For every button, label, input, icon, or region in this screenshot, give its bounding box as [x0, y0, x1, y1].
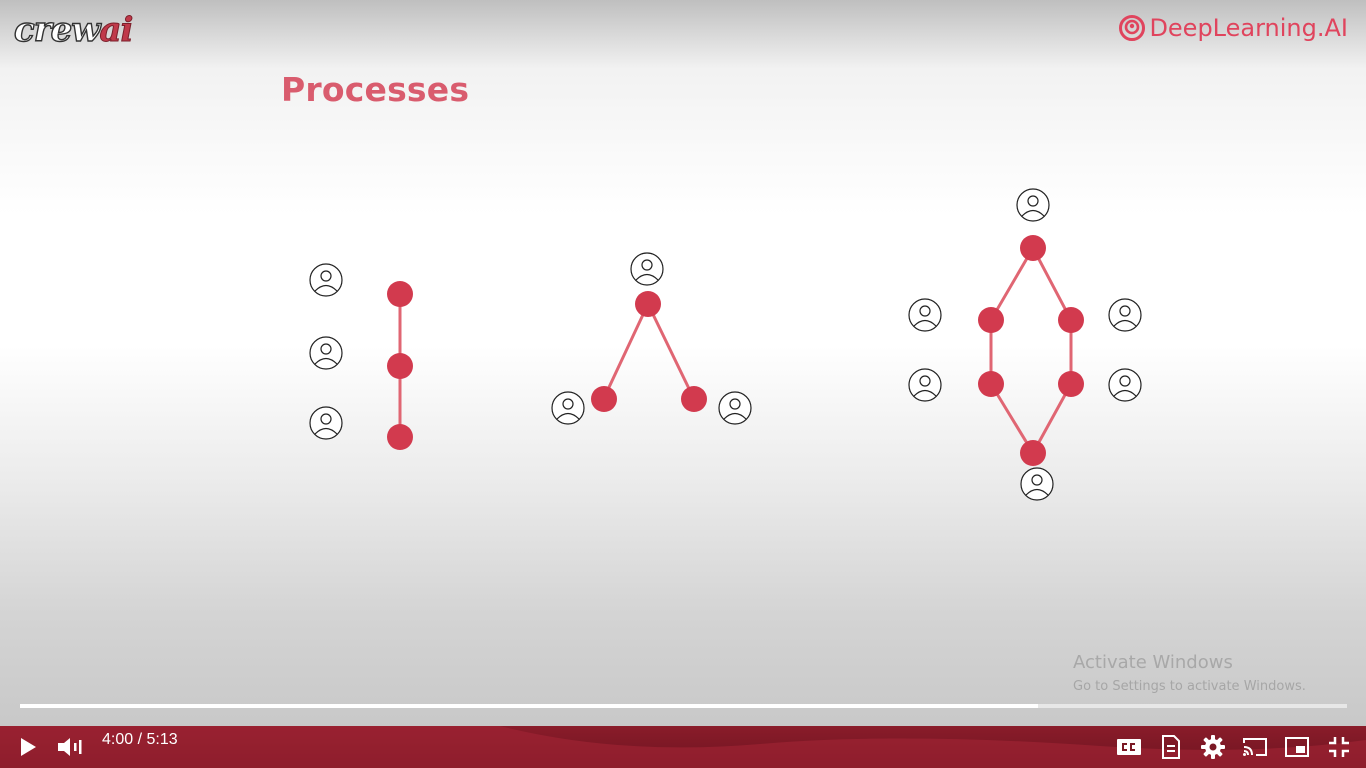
volume-button[interactable] [52, 726, 88, 768]
task-node [978, 371, 1004, 397]
player-controls: 4:00 / 5:13 [0, 726, 1366, 768]
settings-icon [1201, 735, 1225, 759]
task-node [387, 353, 413, 379]
task-node [1020, 440, 1046, 466]
edge [989, 247, 1073, 456]
settings-button[interactable] [1196, 726, 1230, 768]
agent-icon [1016, 188, 1050, 222]
deeplearning-logo: DeepLearning.AI [1119, 12, 1348, 44]
agent-icon [908, 298, 942, 332]
deeplearning-mark-icon [1119, 15, 1146, 41]
watermark-subtitle: Go to Settings to activate Windows. [1073, 679, 1306, 694]
miniplayer-button[interactable] [1280, 726, 1314, 768]
edge [646, 303, 696, 400]
play-button[interactable] [12, 726, 44, 768]
agent-icon [1108, 298, 1142, 332]
edge [602, 303, 650, 399]
task-node [591, 386, 617, 412]
sequential-process-diagram [309, 263, 413, 450]
consensual-process-diagram [908, 188, 1142, 501]
activate-windows-watermark: Activate Windows Go to Settings to activ… [1073, 652, 1306, 694]
captions-button[interactable] [1112, 726, 1146, 768]
captions-icon [1117, 739, 1141, 755]
deeplearning-logo-text: DeepLearning.AI [1149, 14, 1348, 42]
volume-icon [58, 738, 82, 756]
exit-fullscreen-button[interactable] [1322, 726, 1356, 768]
task-node [1058, 371, 1084, 397]
current-time: 4:00 [102, 731, 134, 748]
process-diagrams [309, 188, 1142, 501]
progress-bar[interactable] [20, 704, 1347, 708]
slide-title: Processes [281, 70, 470, 109]
crewai-logo: crewai [13, 9, 134, 50]
cast-icon [1243, 738, 1267, 756]
agent-icon [551, 391, 585, 425]
agent-icon [718, 391, 752, 425]
task-node [387, 424, 413, 450]
task-node [635, 291, 661, 317]
agent-icon [1020, 467, 1054, 501]
task-node [387, 281, 413, 307]
agent-icon [1108, 368, 1142, 402]
exit-fullscreen-icon [1329, 737, 1349, 757]
agent-icon [908, 368, 942, 402]
transcript-button[interactable] [1154, 726, 1188, 768]
hierarchical-process-diagram [551, 252, 752, 425]
time-display: 4:00 / 5:13 [102, 726, 178, 768]
agent-icon [309, 263, 343, 297]
agent-icon [309, 406, 343, 440]
agent-icon [309, 336, 343, 370]
play-icon [21, 738, 36, 756]
duration: 5:13 [146, 731, 178, 748]
controls-background-wave [0, 726, 1366, 768]
transcript-icon [1162, 735, 1180, 759]
task-node [681, 386, 707, 412]
agent-icon [630, 252, 664, 286]
task-node [1020, 235, 1046, 261]
miniplayer-icon [1285, 737, 1309, 757]
cast-button[interactable] [1238, 726, 1272, 768]
task-node [978, 307, 1004, 333]
task-node [1058, 307, 1084, 333]
time-separator: / [133, 731, 147, 748]
progress-played [20, 704, 1038, 708]
watermark-title: Activate Windows [1073, 652, 1233, 673]
